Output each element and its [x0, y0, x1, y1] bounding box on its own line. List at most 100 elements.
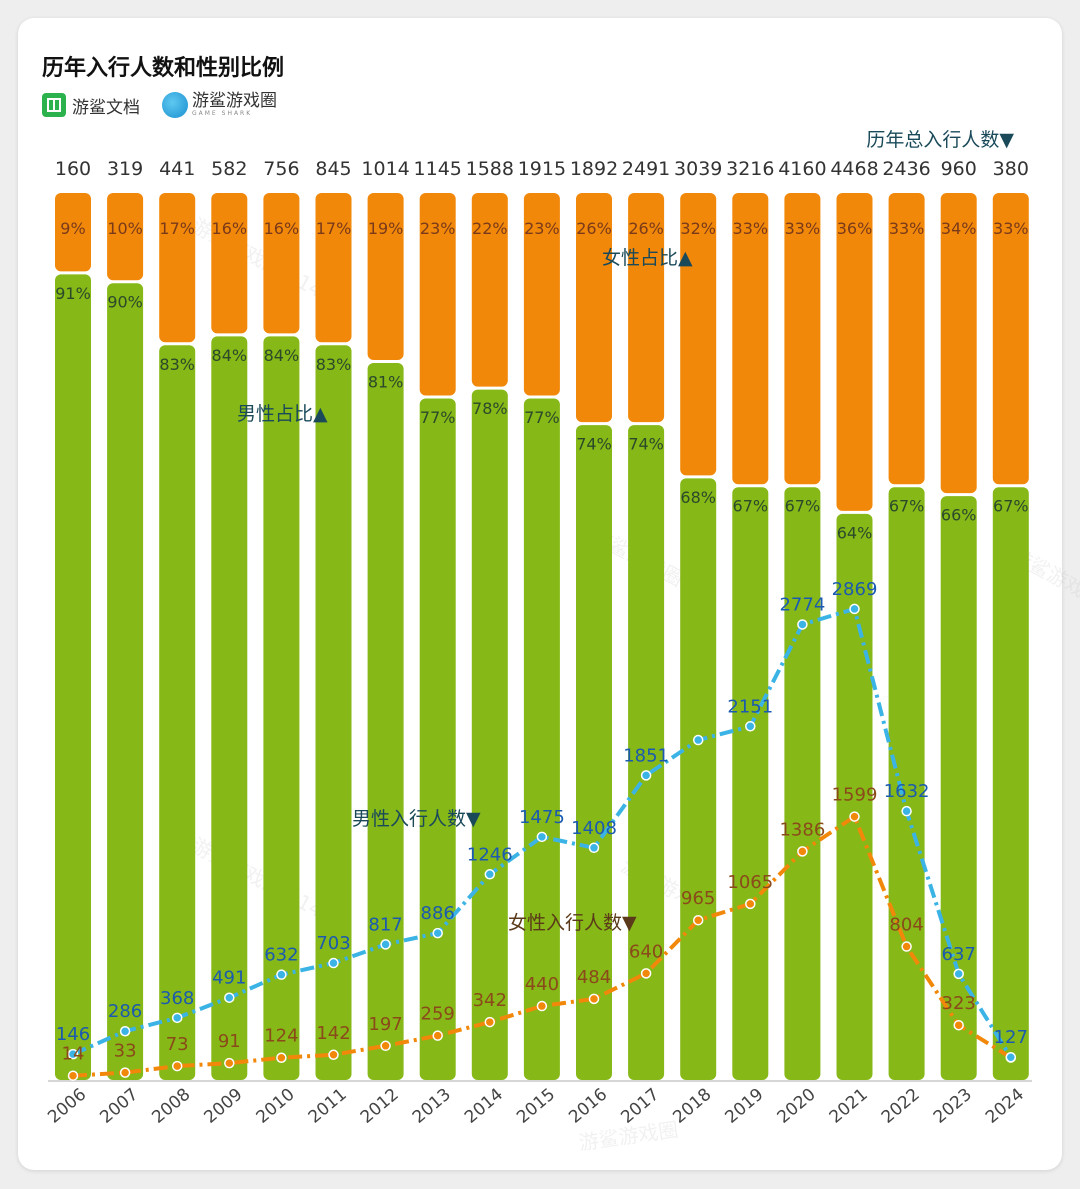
female-bar-segment — [159, 193, 196, 343]
male-count-line-point — [588, 842, 600, 854]
male-pct-label: 83% — [316, 355, 352, 374]
year-label: 2014 — [461, 1085, 507, 1128]
total-label: 3216 — [726, 158, 774, 180]
female-count-label: 1065 — [727, 872, 773, 893]
total-label: 441 — [159, 158, 195, 180]
total-label: 319 — [107, 158, 143, 180]
male-count-label: 491 — [212, 968, 246, 989]
female-count-line-point — [224, 1057, 235, 1069]
year-label: 2024 — [982, 1085, 1028, 1128]
female-count-label: 73 — [166, 1034, 189, 1055]
year-label: 2010 — [253, 1085, 299, 1128]
male-count-line-point — [328, 957, 339, 969]
female-bar-segment — [992, 193, 1029, 485]
male-bar-segment — [992, 487, 1029, 1081]
female-count-label: 14 — [62, 1044, 85, 1065]
year-label: 2016 — [565, 1085, 611, 1128]
male-bar-segment — [419, 398, 456, 1080]
male-bar-segment — [576, 425, 612, 1080]
female-pct-label: 36% — [837, 219, 873, 238]
male-count-line-point — [432, 927, 443, 939]
female-count-label: 197 — [368, 1014, 402, 1035]
male-count-line-point — [745, 721, 756, 732]
female-pct-label: 17% — [316, 219, 352, 238]
male-pct-label: 81% — [368, 373, 404, 392]
female-count-label: 440 — [525, 974, 559, 995]
female-pct-label: 34% — [941, 219, 977, 238]
total-label: 3039 — [674, 158, 722, 180]
year-label: 2012 — [357, 1085, 403, 1128]
male-count-label: 146 — [56, 1024, 90, 1045]
female-count-label: 259 — [421, 1004, 455, 1025]
total-label: 4468 — [830, 158, 878, 180]
male-pct-label: 77% — [524, 408, 560, 427]
male-count-line-point — [797, 619, 808, 630]
female-pct-label: 10% — [107, 219, 143, 238]
male-count-annotation: 男性入行人数▼ — [352, 808, 481, 830]
female-count-label: 965 — [681, 888, 715, 909]
male-count-label: 127 — [994, 1027, 1028, 1048]
male-bar-segment — [523, 398, 560, 1080]
year-label: 2006 — [44, 1085, 90, 1128]
female-pct-label: 22% — [472, 219, 508, 238]
female-bar-segment — [211, 193, 248, 334]
female-pct-label: 16% — [264, 219, 300, 238]
year-label: 2021 — [826, 1085, 872, 1128]
game-logo: 游鲨游戏圈 GAME SHARK — [162, 92, 277, 118]
male-count-label: 817 — [368, 914, 402, 935]
total-label: 756 — [263, 158, 299, 180]
male-count-label: 637 — [942, 944, 976, 965]
male-count-label: 286 — [108, 1001, 142, 1022]
female-count-label: 142 — [316, 1023, 350, 1044]
female-count-label: 484 — [577, 967, 611, 988]
female-pct-label: 16% — [212, 219, 248, 238]
female-count-line-point — [849, 811, 860, 822]
female-count-line-point — [745, 898, 756, 910]
male-pct-label: 78% — [472, 399, 508, 418]
male-bar-segment — [784, 487, 821, 1081]
female-bar-segment — [940, 193, 977, 494]
male-count-label: 368 — [160, 988, 194, 1009]
male-count-label: 632 — [264, 945, 298, 966]
male-pct-label: 67% — [889, 497, 925, 516]
male-count-line-point — [171, 1012, 183, 1024]
total-label: 1588 — [466, 158, 514, 180]
female-pct-annotation: 女性占比▲ — [602, 247, 693, 269]
logo-row: 游鲨文档 游鲨游戏圈 GAME SHARK — [42, 92, 277, 118]
female-bar-segment — [471, 193, 508, 387]
total-label: 380 — [993, 158, 1029, 180]
male-bar-segment — [315, 345, 352, 1080]
total-label: 582 — [211, 158, 247, 180]
female-bar-segment — [367, 193, 404, 361]
male-count-label: 1632 — [884, 781, 930, 802]
female-pct-label: 33% — [785, 219, 821, 238]
female-count-annotation: 女性入行人数▼ — [508, 912, 637, 934]
male-count-label: 1475 — [519, 807, 565, 828]
game-logo-label: 游鲨游戏圈 — [192, 91, 277, 111]
male-pct-label: 74% — [576, 435, 612, 454]
female-count-line-point — [640, 968, 652, 979]
year-label: 2008 — [148, 1085, 194, 1128]
male-count-line-point — [276, 969, 287, 980]
female-bar-segment — [836, 193, 873, 511]
male-count-line-point — [849, 603, 860, 615]
female-pct-label: 26% — [628, 219, 664, 238]
male-count-label: 1408 — [571, 818, 617, 839]
female-bar-segment — [628, 193, 665, 423]
female-count-line-point — [901, 941, 912, 952]
male-bar-segment — [836, 513, 873, 1080]
doc-logo: 游鲨文档 — [42, 93, 140, 118]
female-pct-label: 23% — [524, 219, 560, 238]
female-count-line-point — [953, 1019, 964, 1031]
doc-logo-label: 游鲨文档 — [72, 97, 140, 118]
male-pct-label: 84% — [264, 346, 300, 365]
female-count-label: 323 — [942, 993, 976, 1014]
male-bar-segment — [55, 274, 91, 1081]
male-count-label: 2151 — [727, 696, 773, 717]
male-bar-segment — [211, 336, 248, 1080]
male-bar-segment — [471, 389, 508, 1080]
female-bar-segment — [107, 193, 144, 281]
female-pct-label: 19% — [368, 219, 404, 238]
male-count-line-point — [953, 968, 964, 980]
